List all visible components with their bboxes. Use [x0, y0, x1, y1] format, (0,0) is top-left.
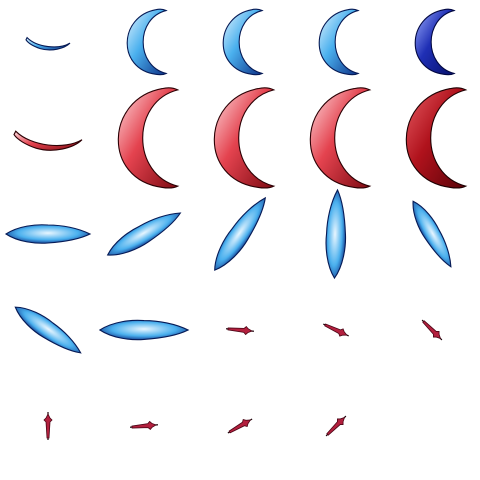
sprite-body — [207, 192, 273, 275]
sprite-tiny-r3c2 — [226, 325, 254, 336]
sprite-crescent-r0c1 — [127, 9, 166, 75]
sprite-blob-r2c0 — [6, 225, 90, 243]
sprite-body — [227, 325, 253, 336]
sprite-body — [422, 320, 442, 340]
sprite-crescent-r1c3 — [310, 88, 369, 188]
sprite-smile-r0c0 — [26, 38, 70, 50]
sprite-body — [228, 419, 252, 434]
sprite-body — [10, 300, 85, 360]
sprite-body — [319, 9, 358, 75]
sprite-blob-r3c0 — [10, 300, 85, 360]
sprite-crescent-r0c4 — [415, 9, 454, 75]
sprite-tiny-r4c2 — [227, 418, 253, 434]
sprite-blob-r2c1 — [103, 205, 185, 263]
sprite-blob-r2c4 — [406, 197, 458, 271]
sprite-body — [43, 413, 53, 439]
sprite-body — [415, 9, 454, 75]
sprite-body — [127, 9, 166, 75]
sprite-body — [14, 131, 82, 150]
sprite-tiny-r4c0 — [43, 412, 53, 440]
sprite-body — [26, 38, 70, 50]
sprite-body — [131, 420, 157, 431]
sprite-body — [6, 225, 90, 243]
sprite-body — [223, 9, 262, 75]
sprite-crescent-r0c3 — [319, 9, 358, 75]
sprite-smile-r1c0 — [14, 131, 82, 150]
sprite-body — [406, 197, 458, 271]
sprite-crescent-r0c2 — [223, 9, 262, 75]
sprite-body — [103, 205, 185, 263]
sprite-tiny-r4c3 — [325, 415, 347, 437]
sprite-tiny-r3c4 — [421, 319, 443, 341]
sprite-tiny-r4c1 — [130, 420, 158, 431]
sprite-body — [118, 88, 177, 188]
sprite-body — [214, 88, 273, 188]
sprite-crescent-r1c2 — [214, 88, 273, 188]
sprite-crescent-r1c4 — [406, 88, 465, 188]
sprite-body — [326, 416, 346, 436]
sprite-body — [100, 320, 188, 339]
sprite-body — [406, 88, 465, 188]
sprite-blob-r2c2 — [207, 192, 273, 275]
sprite-body — [310, 88, 369, 188]
sprite-body — [324, 323, 348, 337]
sprite-crescent-r1c1 — [118, 88, 177, 188]
sprite-blob-r3c1 — [100, 320, 188, 339]
sprite-body — [325, 190, 347, 279]
sprite-tiny-r3c3 — [323, 323, 349, 337]
sprite-blob-r2c3 — [325, 190, 347, 279]
